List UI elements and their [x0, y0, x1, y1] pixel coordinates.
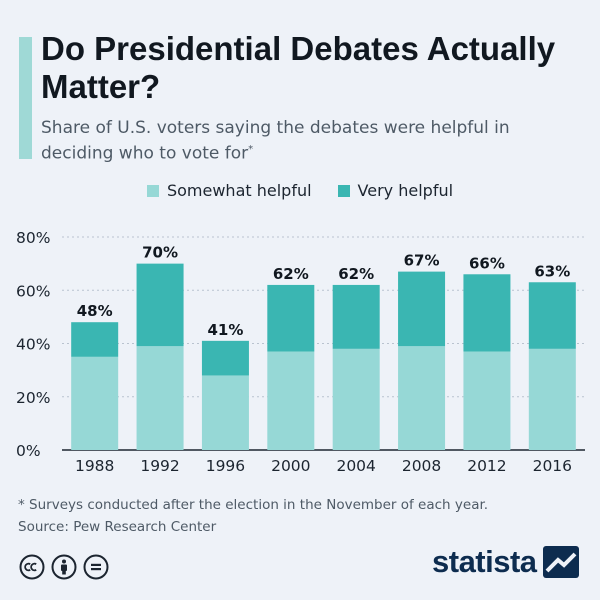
- attribution-icon[interactable]: [51, 554, 77, 580]
- no-derivatives-icon[interactable]: [83, 554, 109, 580]
- bar-total-label: 41%: [207, 321, 243, 339]
- bar-somewhat-helpful: [71, 356, 119, 450]
- legend-item-very: Very helpful: [337, 181, 454, 200]
- subtitle-footnote-mark: *: [248, 144, 254, 155]
- bar-total-label: 62%: [338, 265, 374, 283]
- x-tick-label: 2004: [336, 457, 375, 475]
- bar-total-label: 66%: [469, 254, 505, 272]
- bar-very-helpful: [267, 284, 315, 352]
- footnote-text: * Surveys conducted after the election i…: [18, 497, 489, 513]
- brand-logo[interactable]: statista: [432, 544, 579, 580]
- y-tick-label: 0%: [16, 442, 41, 460]
- x-tick-label: 1988: [75, 457, 114, 475]
- legend-swatch-somewhat: [146, 184, 159, 197]
- bar-very-helpful: [463, 274, 511, 352]
- bar-total-label: 48%: [77, 302, 113, 320]
- license-icons: [19, 554, 109, 580]
- legend-label-somewhat: Somewhat helpful: [166, 181, 312, 200]
- bar-total-label: 70%: [142, 244, 178, 262]
- legend-item-somewhat: Somewhat helpful: [146, 181, 312, 200]
- bar-somewhat-helpful: [136, 346, 184, 450]
- y-tick-label: 20%: [16, 389, 50, 407]
- x-tick-label: 2012: [467, 457, 506, 475]
- bar-very-helpful: [398, 271, 446, 347]
- x-tick-label: 2000: [271, 457, 310, 475]
- chart-legend: Somewhat helpful Very helpful: [0, 181, 600, 200]
- y-tick-label: 80%: [16, 229, 50, 247]
- legend-swatch-very: [337, 184, 350, 197]
- bar-very-helpful: [528, 282, 576, 349]
- legend-label-very: Very helpful: [357, 181, 454, 200]
- y-tick-label: 40%: [16, 336, 50, 354]
- title-accent-bar: [19, 37, 32, 159]
- bar-total-label: 67%: [404, 252, 440, 270]
- bar-very-helpful: [201, 340, 249, 376]
- bar-somewhat-helpful: [332, 348, 380, 450]
- chart-subtitle: Share of U.S. voters saying the debates …: [41, 117, 561, 165]
- bar-somewhat-helpful: [201, 375, 249, 450]
- bar-somewhat-helpful: [528, 348, 576, 450]
- brand-name: statista: [432, 544, 537, 579]
- bar-total-label: 63%: [534, 262, 570, 280]
- x-tick-label: 2016: [533, 457, 572, 475]
- x-tick-label: 1996: [206, 457, 245, 475]
- bar-somewhat-helpful: [267, 351, 315, 450]
- source-text: Source: Pew Research Center: [18, 519, 217, 535]
- footnote-block: * Surveys conducted after the election i…: [18, 494, 488, 538]
- chart-title: Do Presidential Debates Actually Matter?: [41, 30, 556, 105]
- statista-logo-icon: [542, 546, 579, 578]
- x-tick-label: 1992: [140, 457, 179, 475]
- subtitle-text: Share of U.S. voters saying the debates …: [41, 118, 510, 164]
- bar-very-helpful: [136, 263, 184, 347]
- bar-total-label: 62%: [273, 265, 309, 283]
- creative-commons-icon[interactable]: [19, 554, 45, 580]
- bar-very-helpful: [71, 322, 119, 357]
- bar-somewhat-helpful: [463, 351, 511, 450]
- y-tick-label: 60%: [16, 282, 50, 300]
- bar-somewhat-helpful: [398, 346, 446, 450]
- bar-very-helpful: [332, 284, 380, 349]
- x-tick-label: 2008: [402, 457, 441, 475]
